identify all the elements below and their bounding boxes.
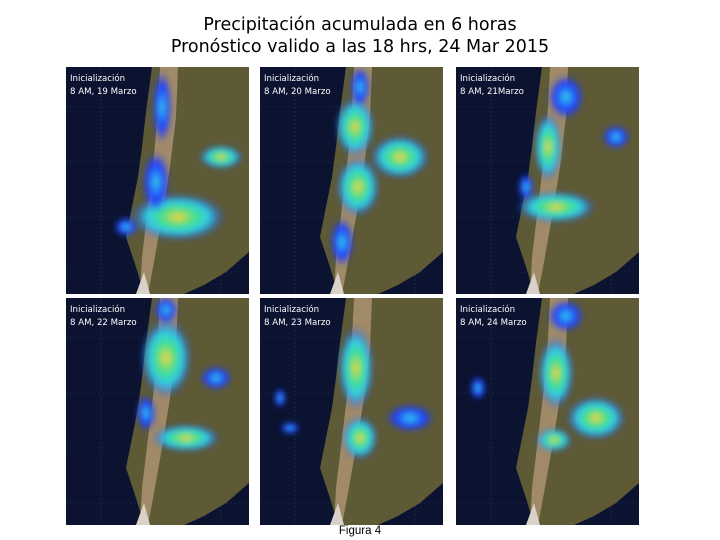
init-label: Inicialización — [264, 305, 320, 315]
map-panel-4: Inicialización 8 AM, 22 Marzo — [66, 298, 249, 525]
init-label: Inicialización — [460, 74, 516, 84]
precip-map-5 — [260, 298, 443, 525]
init-label: Inicialización — [70, 305, 126, 315]
run-label: 8 AM, 21Marzo — [460, 87, 524, 97]
run-label: 8 AM, 23 Marzo — [264, 318, 331, 328]
map-panel-2: Inicialización 8 AM, 20 Marzo — [260, 67, 443, 294]
init-label: Inicialización — [460, 305, 516, 315]
panel-label-6: Inicialización 8 AM, 24 Marzo — [460, 304, 527, 330]
run-label: 8 AM, 19 Marzo — [70, 87, 137, 97]
init-label: Inicialización — [70, 74, 126, 84]
run-label: 8 AM, 22 Marzo — [70, 318, 137, 328]
map-panel-1: Inicialización 8 AM, 19 Marzo — [66, 67, 249, 294]
map-panel-6: Inicialización 8 AM, 24 Marzo — [456, 298, 639, 525]
precip-map-6 — [456, 298, 639, 525]
panel-label-2: Inicialización 8 AM, 20 Marzo — [264, 73, 331, 99]
precip-map-2 — [260, 67, 443, 294]
precip-map-3 — [456, 67, 639, 294]
title-line-1: Precipitación acumulada en 6 horas — [203, 15, 517, 35]
run-label: 8 AM, 20 Marzo — [264, 87, 331, 97]
precip-map-1 — [66, 67, 249, 294]
figure-title: Precipitación acumulada en 6 horas Pronó… — [0, 14, 720, 58]
panel-label-4: Inicialización 8 AM, 22 Marzo — [70, 304, 137, 330]
panel-label-5: Inicialización 8 AM, 23 Marzo — [264, 304, 331, 330]
map-panel-5: Inicialización 8 AM, 23 Marzo — [260, 298, 443, 525]
run-label: 8 AM, 24 Marzo — [460, 318, 527, 328]
panel-label-1: Inicialización 8 AM, 19 Marzo — [70, 73, 137, 99]
figure-caption: Figura 4 — [338, 525, 382, 537]
title-line-2: Pronóstico valido a las 18 hrs, 24 Mar 2… — [170, 37, 550, 57]
map-panel-3: Inicialización 8 AM, 21Marzo — [456, 67, 639, 294]
init-label: Inicialización — [264, 74, 320, 84]
precip-map-4 — [66, 298, 249, 525]
panel-label-3: Inicialización 8 AM, 21Marzo — [460, 73, 524, 99]
